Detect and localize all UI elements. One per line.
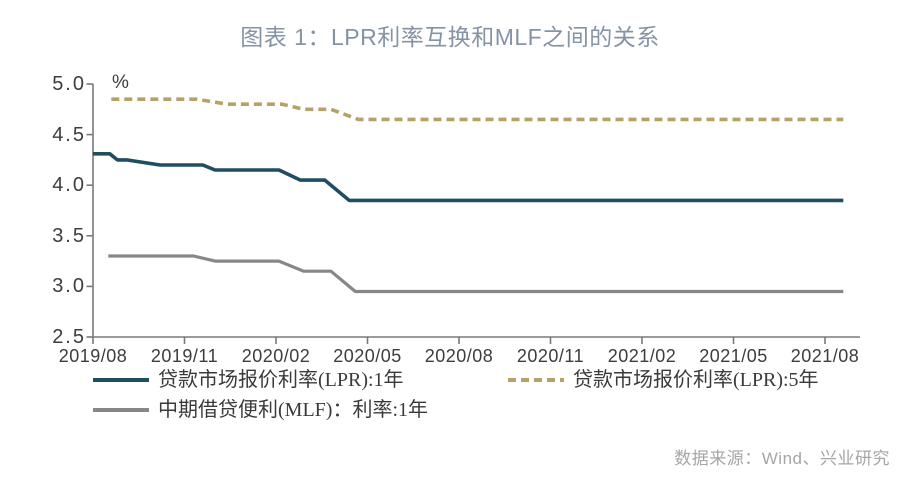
source-note: 数据来源：Wind、兴业研究 <box>674 449 890 468</box>
y-tick-label: 3.5 <box>52 224 86 247</box>
legend-line-swatch-solid-gray <box>93 408 149 412</box>
y-tick-label: 4.5 <box>52 123 86 146</box>
legend-line-swatch-solid-blue <box>93 378 149 382</box>
chart-title: 图表 1：LPR利率互换和MLF之间的关系 <box>240 24 660 50</box>
x-tick-label: 2021/08 <box>790 346 860 366</box>
series-line-0 <box>93 152 844 203</box>
y-tick-label: 5.0 <box>52 73 86 95</box>
legend-label-lpr-5y: 贷款市场报价利率(LPR):5年 <box>573 369 819 391</box>
y-tick-label: 2.5 <box>52 326 86 348</box>
y-axis-unit-label: % <box>112 72 129 93</box>
legend-item-lpr-1y: 贷款市场报价利率(LPR):1年 <box>93 368 404 392</box>
x-tick-label: 2020/11 <box>516 346 585 366</box>
legend-item-mlf-1y: 中期借贷便利(MLF)：利率:1年 <box>93 398 428 422</box>
x-tick-label: 2019/08 <box>58 346 128 366</box>
legend-item-lpr-5y: 贷款市场报价利率(LPR):5年 <box>508 368 819 392</box>
series-line-2 <box>108 254 844 294</box>
x-tick-label: 2019/11 <box>150 346 219 366</box>
series-line-1 <box>111 97 844 122</box>
x-tick-label: 2021/02 <box>607 346 677 366</box>
y-tick-label: 4.0 <box>52 174 86 197</box>
legend-label-lpr-1y: 贷款市场报价利率(LPR):1年 <box>158 369 404 391</box>
y-tick-label: 3.0 <box>52 275 86 298</box>
x-tick-label: 2021/05 <box>699 346 768 366</box>
legend-label-mlf-1y: 中期借贷便利(MLF)：利率:1年 <box>158 399 428 421</box>
x-tick-label: 2020/08 <box>424 346 494 366</box>
x-tick-label: 2020/05 <box>333 346 402 366</box>
legend-line-swatch-dashed-tan <box>508 378 564 382</box>
x-tick-label: 2020/02 <box>241 346 311 366</box>
